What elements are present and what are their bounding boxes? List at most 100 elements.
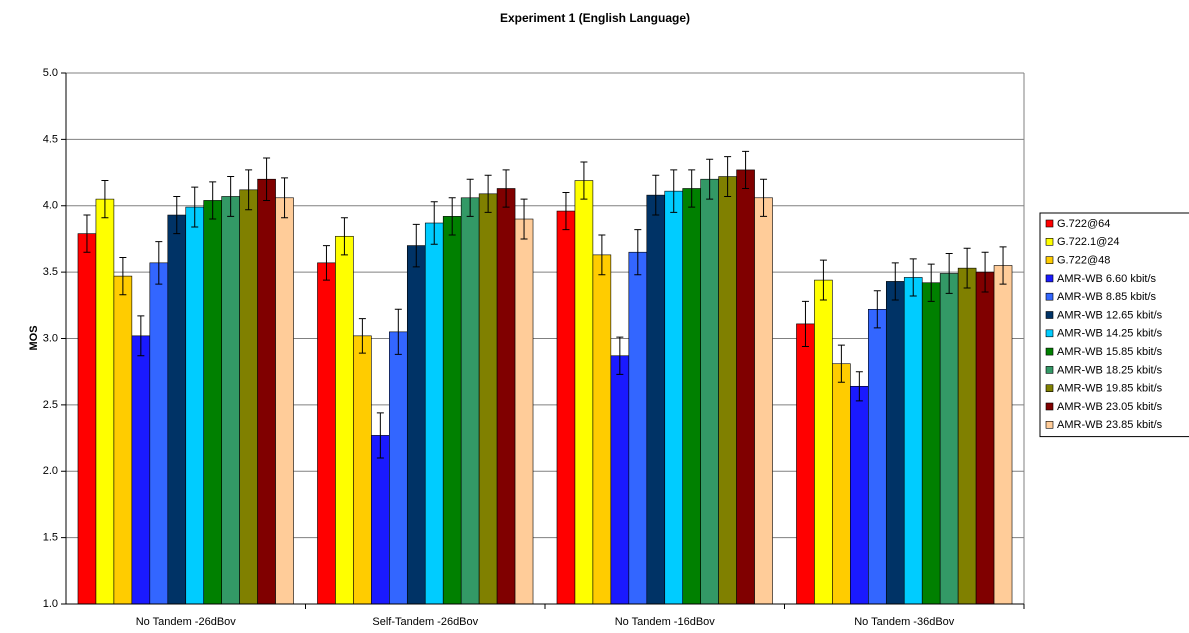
error-bar [909,258,917,297]
error-bar [724,156,732,197]
bar [478,193,498,605]
error-bar [340,217,348,256]
bar [993,265,1013,605]
bar [646,194,666,605]
bar [556,210,576,605]
y-tick-label: 4.5 [43,133,58,145]
bar [131,335,151,605]
error-bar [484,174,492,213]
error-bar [742,150,750,189]
x-tick-label: No Tandem -36dBov [854,616,955,628]
legend-swatch [1045,329,1054,338]
bar [957,267,977,605]
legend-label: AMR-WB 8.85 kbit/s [1057,291,1157,303]
error-bar [819,259,827,301]
bar [796,323,815,605]
error-bar [119,257,127,296]
bar [718,176,737,605]
legend-swatch [1045,274,1054,283]
legend-label: AMR-WB 12.65 kbit/s [1057,309,1163,321]
y-tick-label: 3.5 [43,266,58,278]
error-bar [616,336,624,375]
legend-label: AMR-WB 18.25 kbit/s [1057,364,1163,376]
y-tick-label: 3.0 [43,332,58,344]
legend-swatch [1045,402,1054,411]
error-bar [412,223,420,268]
legend-swatch [1045,311,1054,319]
bar [939,273,959,605]
y-tick-label: 5.0 [43,67,58,79]
error-bar [652,174,660,216]
legend-label: AMR-WB 15.85 kbit/s [1057,346,1163,358]
bar [921,282,941,605]
error-bar [322,245,330,281]
error-bar [945,253,953,294]
error-bar [580,161,588,200]
bar [95,198,115,605]
legend-label: AMR-WB 23.85 kbit/s [1057,419,1163,431]
error-bar [670,169,678,213]
error-bar [466,178,474,217]
y-tick-label: 4.0 [43,200,58,212]
error-bar [83,214,91,253]
error-bar [209,181,217,220]
legend-label: G.722@64 [1057,218,1110,230]
bar [424,222,444,605]
error-bar [448,197,456,236]
error-bar [837,344,845,383]
error-bar [137,315,145,357]
legend-label: AMR-WB 19.85 kbit/s [1057,383,1163,395]
bar [371,435,390,605]
x-tick-label: No Tandem -26dBov [136,616,237,628]
chart-title: Experiment 1 (English Language) [500,11,690,25]
bar [257,178,276,605]
y-tick-label: 1.5 [43,532,58,544]
legend-swatch [1045,384,1054,393]
error-bar [245,169,253,211]
legend-swatch [1045,219,1054,228]
bar [664,190,684,605]
bar [682,188,701,605]
error-bar [263,157,271,201]
bar [113,275,133,605]
bar [496,188,516,605]
bar [850,385,869,605]
legend-label: G.722.1@24 [1057,236,1120,248]
bar [460,197,480,605]
error-bar [191,186,199,228]
error-bar [598,234,606,276]
error-bar [430,201,438,245]
bar [975,271,995,605]
error-bar [760,178,768,217]
legend-swatch [1045,292,1054,301]
bar [736,169,755,605]
error-bar [562,191,570,231]
y-axis-label: MOS [28,325,40,350]
bar [77,233,97,605]
y-tick-label: 2.5 [43,399,58,411]
error-bar [801,300,809,347]
error-bar [891,262,899,301]
bar [406,245,426,605]
bar [353,335,372,605]
error-bar [155,241,163,285]
bar [442,216,462,605]
y-tick-label: 2.0 [43,465,58,477]
error-bar [634,229,642,276]
bar [221,196,240,605]
bar [167,214,187,605]
x-tick-label: Self-Tandem -26dBov [372,616,478,628]
error-bar [520,198,528,240]
legend-label: AMR-WB 6.60 kbit/s [1057,273,1157,285]
legend-label: G.722@48 [1057,255,1110,267]
legend-swatch [1045,256,1054,264]
bar [389,331,408,605]
legend-swatch [1045,366,1054,374]
error-bar [376,412,384,459]
bar [203,200,222,605]
y-tick-label: 1.0 [43,598,58,610]
bar [628,251,648,605]
error-bar [173,195,181,235]
error-bar [358,318,366,354]
